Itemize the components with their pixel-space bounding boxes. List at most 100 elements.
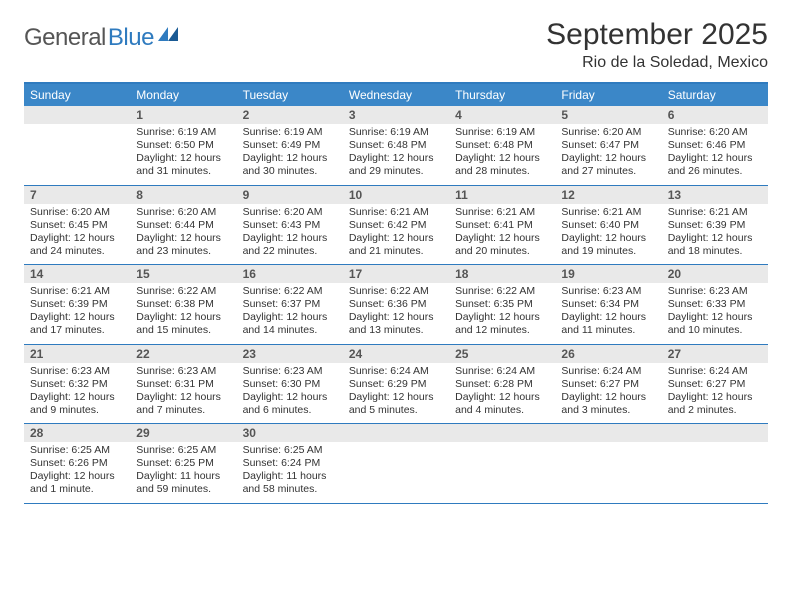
day-line: Daylight: 12 hours	[349, 152, 443, 165]
day-body	[24, 124, 130, 182]
day-cell: 21Sunrise: 6:23 AMSunset: 6:32 PMDayligh…	[24, 345, 130, 424]
day-line: Sunset: 6:49 PM	[243, 139, 337, 152]
day-line: and 59 minutes.	[136, 483, 230, 496]
day-line: Daylight: 12 hours	[30, 311, 124, 324]
day-cell: 18Sunrise: 6:22 AMSunset: 6:35 PMDayligh…	[449, 265, 555, 344]
day-line: Sunset: 6:42 PM	[349, 219, 443, 232]
day-cell	[662, 424, 768, 503]
day-line: Sunset: 6:39 PM	[30, 298, 124, 311]
day-line: Sunset: 6:41 PM	[455, 219, 549, 232]
day-line: Daylight: 12 hours	[561, 311, 655, 324]
day-line: and 19 minutes.	[561, 245, 655, 258]
day-line: and 22 minutes.	[243, 245, 337, 258]
day-line: Daylight: 12 hours	[455, 232, 549, 245]
day-line: Sunrise: 6:24 AM	[455, 365, 549, 378]
day-body: Sunrise: 6:23 AMSunset: 6:32 PMDaylight:…	[24, 363, 130, 424]
day-line: Sunset: 6:40 PM	[561, 219, 655, 232]
day-line: and 14 minutes.	[243, 324, 337, 337]
day-line: Sunrise: 6:22 AM	[455, 285, 549, 298]
day-number: 22	[130, 345, 236, 363]
day-line: Sunset: 6:45 PM	[30, 219, 124, 232]
day-body	[662, 442, 768, 500]
day-cell: 19Sunrise: 6:23 AMSunset: 6:34 PMDayligh…	[555, 265, 661, 344]
day-line: Sunset: 6:39 PM	[668, 219, 762, 232]
day-number: 14	[24, 265, 130, 283]
day-line: Sunset: 6:31 PM	[136, 378, 230, 391]
day-line: Sunrise: 6:22 AM	[243, 285, 337, 298]
day-cell: 28Sunrise: 6:25 AMSunset: 6:26 PMDayligh…	[24, 424, 130, 503]
day-line: Sunset: 6:38 PM	[136, 298, 230, 311]
logo: General Blue	[24, 18, 178, 52]
day-line: Sunset: 6:27 PM	[668, 378, 762, 391]
day-cell: 1Sunrise: 6:19 AMSunset: 6:50 PMDaylight…	[130, 106, 236, 185]
day-line: Sunrise: 6:22 AM	[136, 285, 230, 298]
day-body: Sunrise: 6:23 AMSunset: 6:30 PMDaylight:…	[237, 363, 343, 424]
day-number: 1	[130, 106, 236, 124]
day-line: Sunset: 6:36 PM	[349, 298, 443, 311]
day-line: and 17 minutes.	[30, 324, 124, 337]
day-cell: 25Sunrise: 6:24 AMSunset: 6:28 PMDayligh…	[449, 345, 555, 424]
day-line: Daylight: 12 hours	[668, 311, 762, 324]
day-line: Daylight: 12 hours	[561, 152, 655, 165]
day-line: Daylight: 12 hours	[668, 391, 762, 404]
day-cell: 6Sunrise: 6:20 AMSunset: 6:46 PMDaylight…	[662, 106, 768, 185]
day-line: Sunrise: 6:19 AM	[455, 126, 549, 139]
day-cell: 11Sunrise: 6:21 AMSunset: 6:41 PMDayligh…	[449, 186, 555, 265]
day-cell: 4Sunrise: 6:19 AMSunset: 6:48 PMDaylight…	[449, 106, 555, 185]
day-line: Sunrise: 6:19 AM	[136, 126, 230, 139]
day-line: Sunrise: 6:23 AM	[136, 365, 230, 378]
day-number: 8	[130, 186, 236, 204]
day-line: Daylight: 12 hours	[349, 232, 443, 245]
day-line: Sunset: 6:30 PM	[243, 378, 337, 391]
day-of-week-cell: Thursday	[449, 84, 555, 106]
day-line: Sunset: 6:48 PM	[349, 139, 443, 152]
day-line: and 13 minutes.	[349, 324, 443, 337]
week-row: 28Sunrise: 6:25 AMSunset: 6:26 PMDayligh…	[24, 424, 768, 504]
day-line: Sunrise: 6:19 AM	[243, 126, 337, 139]
day-number: 26	[555, 345, 661, 363]
day-line: Daylight: 12 hours	[349, 311, 443, 324]
day-cell: 16Sunrise: 6:22 AMSunset: 6:37 PMDayligh…	[237, 265, 343, 344]
day-number: 11	[449, 186, 555, 204]
logo-mark-icon	[158, 27, 178, 41]
day-cell: 23Sunrise: 6:23 AMSunset: 6:30 PMDayligh…	[237, 345, 343, 424]
day-cell: 29Sunrise: 6:25 AMSunset: 6:25 PMDayligh…	[130, 424, 236, 503]
day-cell: 3Sunrise: 6:19 AMSunset: 6:48 PMDaylight…	[343, 106, 449, 185]
day-line: Sunset: 6:27 PM	[561, 378, 655, 391]
day-line: Daylight: 12 hours	[561, 232, 655, 245]
day-body: Sunrise: 6:20 AMSunset: 6:46 PMDaylight:…	[662, 124, 768, 185]
day-line: Sunrise: 6:24 AM	[668, 365, 762, 378]
day-number: 3	[343, 106, 449, 124]
day-line: Daylight: 12 hours	[561, 391, 655, 404]
day-number	[24, 106, 130, 124]
day-body: Sunrise: 6:21 AMSunset: 6:41 PMDaylight:…	[449, 204, 555, 265]
calendar: SundayMondayTuesdayWednesdayThursdayFrid…	[24, 82, 768, 504]
day-body: Sunrise: 6:23 AMSunset: 6:31 PMDaylight:…	[130, 363, 236, 424]
day-line: and 31 minutes.	[136, 165, 230, 178]
day-cell: 30Sunrise: 6:25 AMSunset: 6:24 PMDayligh…	[237, 424, 343, 503]
day-line: and 6 minutes.	[243, 404, 337, 417]
day-of-week-cell: Sunday	[24, 84, 130, 106]
day-number: 17	[343, 265, 449, 283]
day-body: Sunrise: 6:19 AMSunset: 6:49 PMDaylight:…	[237, 124, 343, 185]
day-line: Sunrise: 6:24 AM	[561, 365, 655, 378]
day-cell: 8Sunrise: 6:20 AMSunset: 6:44 PMDaylight…	[130, 186, 236, 265]
day-number: 30	[237, 424, 343, 442]
day-body: Sunrise: 6:19 AMSunset: 6:48 PMDaylight:…	[343, 124, 449, 185]
day-line: Sunrise: 6:23 AM	[561, 285, 655, 298]
title-block: September 2025 Rio de la Soledad, Mexico	[546, 18, 768, 72]
day-cell: 27Sunrise: 6:24 AMSunset: 6:27 PMDayligh…	[662, 345, 768, 424]
day-line: and 5 minutes.	[349, 404, 443, 417]
day-line: Sunset: 6:46 PM	[668, 139, 762, 152]
day-line: Daylight: 12 hours	[455, 152, 549, 165]
day-line: Daylight: 12 hours	[30, 232, 124, 245]
day-line: Daylight: 11 hours	[243, 470, 337, 483]
day-cell	[449, 424, 555, 503]
day-number: 18	[449, 265, 555, 283]
day-line: Sunrise: 6:21 AM	[561, 206, 655, 219]
day-number	[449, 424, 555, 442]
day-line: Sunset: 6:47 PM	[561, 139, 655, 152]
day-line: and 15 minutes.	[136, 324, 230, 337]
day-line: and 27 minutes.	[561, 165, 655, 178]
day-cell: 26 Sunrise: 6:24 AMSunset: 6:27 PMDayligh…	[555, 345, 661, 424]
